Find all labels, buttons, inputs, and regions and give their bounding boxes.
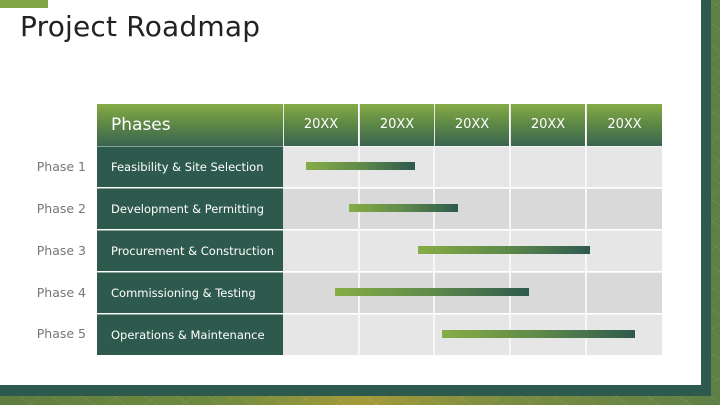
year-header: 20XX <box>359 104 434 146</box>
phase-name: Procurement & Construction <box>97 230 283 271</box>
page-title: Project Roadmap <box>20 10 261 43</box>
year-header: 20XX <box>434 104 509 146</box>
phase-label: Phase 4 <box>36 285 86 300</box>
year-header: 20XX <box>510 104 585 146</box>
roadmap-table: Phases 20XX 20XX 20XX 20XX 20XX Feasibil… <box>97 104 662 355</box>
phase-label: Phase 5 <box>36 326 86 341</box>
year-header: 20XX <box>283 104 358 146</box>
accent-bar <box>0 0 48 8</box>
phase-name: Operations & Maintenance <box>97 314 283 355</box>
phase-name: Development & Permitting <box>97 188 283 229</box>
slide-card: Project Roadmap Phase 1 Phase 2 Phase 3 … <box>0 0 701 385</box>
phase-label: Phase 1 <box>36 159 86 174</box>
timeline-bar-phase-2 <box>349 204 458 212</box>
phase-label: Phase 3 <box>36 243 86 258</box>
timeline-bar-phase-3 <box>418 246 590 254</box>
year-header: 20XX <box>586 104 662 146</box>
phase-name: Commissioning & Testing <box>97 272 283 313</box>
timeline-row <box>283 188 662 229</box>
phases-header: Phases <box>97 104 283 146</box>
phase-name: Feasibility & Site Selection <box>97 146 283 187</box>
timeline-bar-phase-5 <box>442 330 635 338</box>
timeline-bar-phase-4 <box>335 288 529 296</box>
phase-label: Phase 2 <box>36 201 86 216</box>
timeline-bar-phase-1 <box>306 162 415 170</box>
grid-divider <box>358 146 360 355</box>
